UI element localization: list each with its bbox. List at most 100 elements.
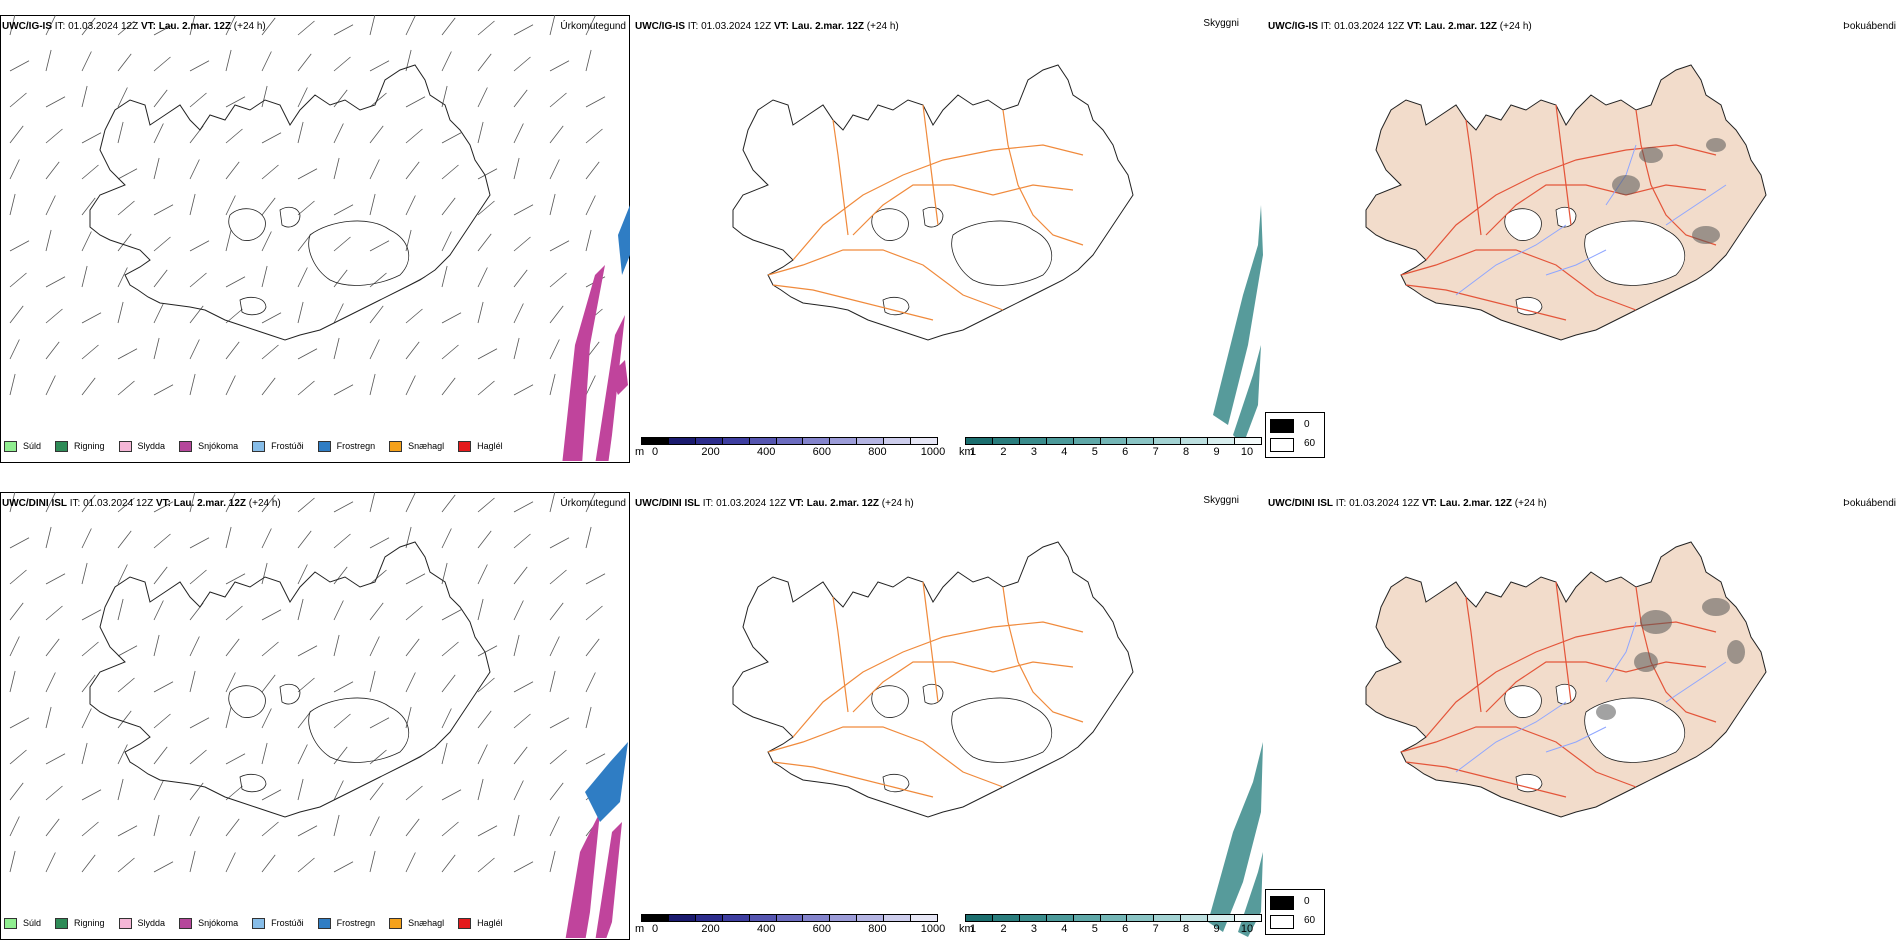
wind-barb (513, 24, 534, 36)
precip-map (9, 15, 630, 461)
cloud-label-0: 0 (1304, 419, 1310, 430)
wind-barb (585, 573, 606, 585)
wind-barb (585, 96, 606, 108)
wind-barb (189, 850, 196, 873)
road-line (852, 661, 1074, 713)
legend-item: Snjókoma (179, 440, 238, 452)
wind-barb (513, 814, 520, 837)
wind-barb (369, 816, 380, 837)
init-time: IT: 01.03.2024 12Z (700, 498, 789, 509)
cloud-swatch-0 (1270, 419, 1294, 433)
lead-time: (+24 h) (246, 498, 281, 509)
wind-barb (9, 670, 16, 693)
colorbar-tick-label: 1 (969, 923, 977, 935)
legend-swatch (317, 440, 331, 452)
wind-barb (189, 193, 196, 216)
land-area (1365, 64, 1767, 341)
wind-barb (585, 15, 596, 36)
wind-barb (45, 785, 63, 801)
wind-barb (585, 605, 603, 621)
visibility-panel-bottom: UWC/DINI ISL IT: 01.03.2024 12Z VT: Lau.… (633, 492, 1325, 952)
land-area (1365, 541, 1767, 818)
wind-barb (441, 132, 462, 144)
wind-barb (261, 132, 282, 144)
wind-barb (585, 706, 592, 729)
road-line (1405, 761, 1567, 798)
legend-swatch (252, 917, 266, 929)
glacier-outline (951, 220, 1052, 286)
vt-label: VT: (1406, 21, 1422, 32)
wind-barb (297, 267, 308, 288)
wind-barb (405, 15, 416, 36)
wind-barb (261, 821, 279, 837)
wind-barb (225, 15, 236, 36)
legend-swatch (317, 917, 331, 929)
colorbar-tick-label: 6 (1122, 446, 1129, 458)
colorbar-segment (1234, 437, 1262, 445)
wind-barb (297, 778, 304, 801)
colorbar-segment (721, 914, 750, 922)
legend-label: Snjókoma (198, 918, 239, 928)
wind-barb (513, 204, 534, 216)
wind-barb (153, 713, 171, 729)
wind-barb (81, 164, 99, 180)
legend-label: Haglél (477, 918, 503, 928)
panel-title: Úrkomutegund (560, 498, 626, 509)
precip-type-panel-bottom: UWC/DINI ISL IT: 01.03.2024 12Z VT: Lau.… (0, 492, 630, 952)
road-line (832, 596, 849, 713)
river-line (1665, 661, 1727, 703)
legend-label: Frostregn (336, 918, 376, 928)
wind-barb (441, 231, 452, 252)
wind-barb (189, 60, 210, 72)
wind-barb (333, 157, 340, 180)
wind-barb (549, 537, 570, 549)
coastline (89, 64, 491, 341)
road-line (1635, 109, 1717, 246)
legend-item: Rigning (55, 440, 105, 452)
colorbar-tick-label: 1000 (920, 923, 946, 935)
snow-area (610, 360, 628, 395)
wind-barb (261, 528, 272, 549)
wind-barb (45, 753, 66, 765)
wind-barb (261, 789, 282, 801)
legend-label: Súld (23, 441, 42, 451)
wind-barb (405, 706, 412, 729)
freezing-rain-area (618, 205, 630, 275)
colorbar-tick-label: 1 (969, 446, 977, 458)
legend-item: Haglél (458, 440, 503, 452)
wind-barb (585, 229, 592, 252)
wind-barb (153, 780, 164, 801)
wind-barb (477, 778, 484, 801)
legend-label: Frostregn (336, 441, 376, 451)
valid-time: Lau. 2.mar. 12Z (170, 498, 246, 509)
wind-barb (153, 746, 168, 765)
wind-barb (333, 123, 344, 144)
wind-barb (81, 132, 102, 144)
valid-time: Lau. 2.mar. 12Z (788, 21, 864, 32)
wind-barb (261, 674, 276, 693)
fog-map (1365, 64, 1767, 341)
wind-barb (45, 375, 56, 396)
init-time: IT: 01.03.2024 12Z (1318, 21, 1407, 32)
wind-barb (585, 526, 592, 549)
wind-barb (333, 814, 340, 837)
panel-title: Skyggni (1203, 18, 1239, 29)
wind-barb (441, 85, 448, 108)
colorbar-segment (694, 437, 723, 445)
cloud-legend: 0 60 (1265, 412, 1325, 458)
wind-barb (225, 526, 232, 549)
wind-barb (45, 492, 56, 513)
colorbar-segment (802, 914, 831, 922)
wind-barb (9, 125, 24, 144)
wind-barb (513, 123, 524, 144)
legend-label: Frostúði (271, 441, 304, 451)
wind-barb (513, 681, 534, 693)
wind-barb (225, 276, 246, 288)
valid-time: Lau. 2.mar. 12Z (1436, 498, 1512, 509)
wind-barb (333, 384, 354, 396)
wind-barb (261, 494, 276, 513)
colorbar-tick-label: 3 (1030, 446, 1037, 458)
wind-barb (477, 121, 484, 144)
panel-header: UWC/DINI ISL IT: 01.03.2024 12Z VT: Lau.… (1268, 498, 1547, 509)
wind-barb (9, 193, 16, 216)
